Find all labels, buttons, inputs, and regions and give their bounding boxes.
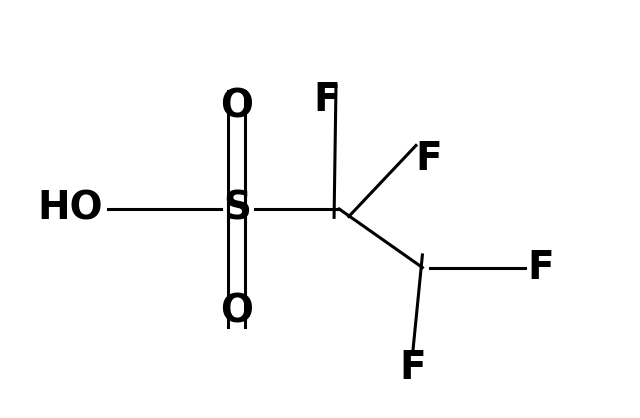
Text: F: F <box>415 140 442 178</box>
Text: O: O <box>220 293 253 330</box>
Text: F: F <box>399 349 426 387</box>
Text: F: F <box>527 249 554 286</box>
Text: S: S <box>223 190 251 228</box>
Text: O: O <box>220 88 253 125</box>
Text: HO: HO <box>38 190 103 228</box>
Text: F: F <box>313 82 340 119</box>
